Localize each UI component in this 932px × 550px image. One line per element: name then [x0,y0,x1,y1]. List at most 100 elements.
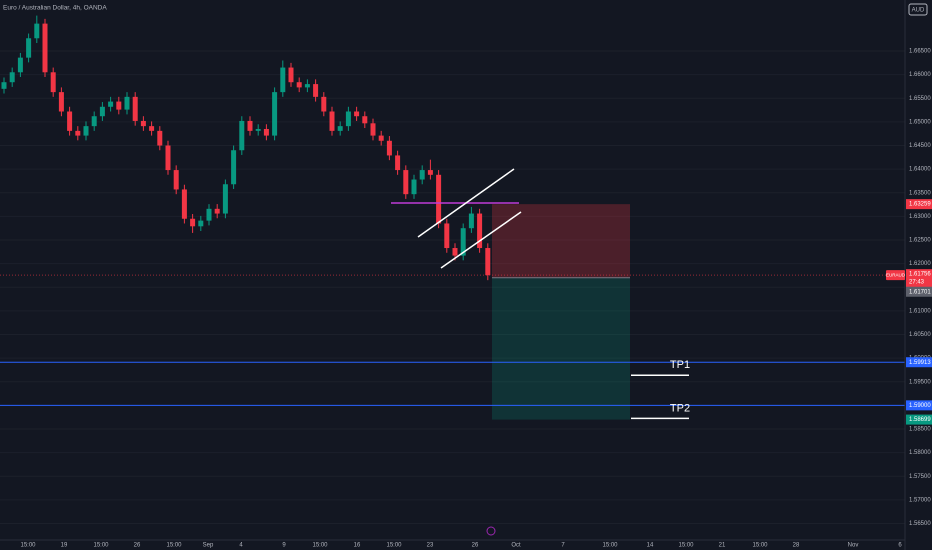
candle-body [34,23,40,39]
x-tick-label: 15:00 [386,543,402,549]
x-tick-label: 16 [354,543,361,549]
take-profit-label: 1.59000 [909,403,931,409]
y-tick-label: 1.62000 [909,261,931,267]
current-price-label: 1.61756 [909,272,931,278]
y-tick-label: 1.57500 [909,474,931,480]
candle-body [214,208,220,214]
x-tick-label: 15:00 [20,543,36,549]
candle-body [419,170,425,180]
y-tick-label: 1.59500 [909,379,931,385]
candle-body [296,82,302,88]
candle-body [157,130,163,146]
target-label-bg [906,414,932,425]
candles [1,15,491,281]
candle-body [181,189,187,219]
take-profit-name: TP1 [670,359,690,371]
y-tick-label: 1.64500 [909,143,931,149]
candle-body [395,155,401,171]
candle-body [345,111,351,127]
y-tick-label: 1.66500 [909,49,931,55]
candle-body [468,213,474,229]
x-tick-label: 15:00 [166,543,182,549]
channel-lower[interactable] [440,211,522,269]
candle-body [108,101,114,107]
target-label: 1.58699 [909,417,931,423]
y-tick-label: 1.57000 [909,497,931,503]
x-tick-label: 19 [61,543,68,549]
x-tick-label: 15:00 [93,543,109,549]
y-tick-label: 1.56500 [909,521,931,527]
y-tick-label: 1.58000 [909,450,931,456]
symbol-tag: EURAUD [886,272,906,277]
y-tick-label: 1.62500 [909,238,931,244]
candle-body [50,72,56,93]
candle-body [239,120,245,151]
candle-body [140,120,146,127]
symbol-tag-bg [886,270,905,281]
candle-body [280,67,286,93]
currency-label[interactable]: AUD [912,8,925,14]
x-tick-label: 6 [898,543,902,549]
x-tick-label: 9 [282,543,286,549]
candle-body [67,111,73,131]
candle-body [444,223,450,249]
x-tick-label: Sep [203,543,214,549]
y-tick-label: 1.63500 [909,190,931,196]
candle-body [411,179,417,195]
candle-body [477,213,483,249]
y-tick-label: 1.65000 [909,119,931,125]
overlay: TP1 TP2 [0,274,905,420]
x-tick-label: 21 [719,543,726,549]
currency-button[interactable] [908,3,928,16]
grid [0,50,905,524]
price-axis: 1.56500 1.57000 1.57500 1.58000 1.58500 1.590… [886,49,932,527]
x-tick-label: 7 [561,543,565,549]
x-tick-label: 15:00 [602,543,618,549]
candle-body [231,150,237,185]
symbol-title: Euro / Australian Dollar, 4h, OANDA [3,5,107,12]
x-tick-label: 14 [647,543,654,549]
time-axis: 15:00 19 15:00 26 15:00 Sep 4 9 15:00 16 15:00 23 26… [20,543,902,549]
candle-body [149,126,155,131]
y-tick-label: 1.58500 [909,427,931,433]
candle-body [288,67,294,83]
candle-body [403,170,409,195]
candle-body [116,101,122,110]
candle-body [17,57,23,73]
candle-body [452,248,458,256]
stop-zone[interactable] [492,204,630,278]
x-tick-label: 15:00 [752,543,768,549]
candle-body [132,96,138,121]
candle-body [222,184,228,214]
candle-body [304,84,310,88]
candle-body [313,84,319,97]
x-tick-label: Oct [511,543,521,549]
candle-body [83,126,89,136]
x-tick-label: 26 [134,543,141,549]
candle-body [42,23,48,73]
x-tick-label: 28 [793,543,800,549]
x-tick-label: 15:00 [678,543,694,549]
candle-body [75,130,81,136]
candle-body [58,92,64,112]
position-tool[interactable] [492,204,630,420]
target-zone[interactable] [492,277,630,420]
candle-body [386,140,392,156]
candle-body [321,96,327,112]
y-tick-label: 1.60500 [909,332,931,338]
candle-body [124,96,130,110]
candle-body [436,174,442,224]
candle-body [1,82,7,89]
y-tick-label: 1.61000 [909,308,931,314]
candle-body [91,116,97,127]
candle-body [99,106,105,117]
event-marker[interactable] [486,526,496,536]
candle-body [427,170,433,175]
channel-upper[interactable] [417,168,515,238]
x-tick-label: 23 [427,543,434,549]
candle-body [460,228,466,256]
y-tick-label: 1.64000 [909,167,931,173]
y-tick-label: 1.63000 [909,214,931,220]
candle-body [198,220,204,227]
candle-body [165,145,171,171]
